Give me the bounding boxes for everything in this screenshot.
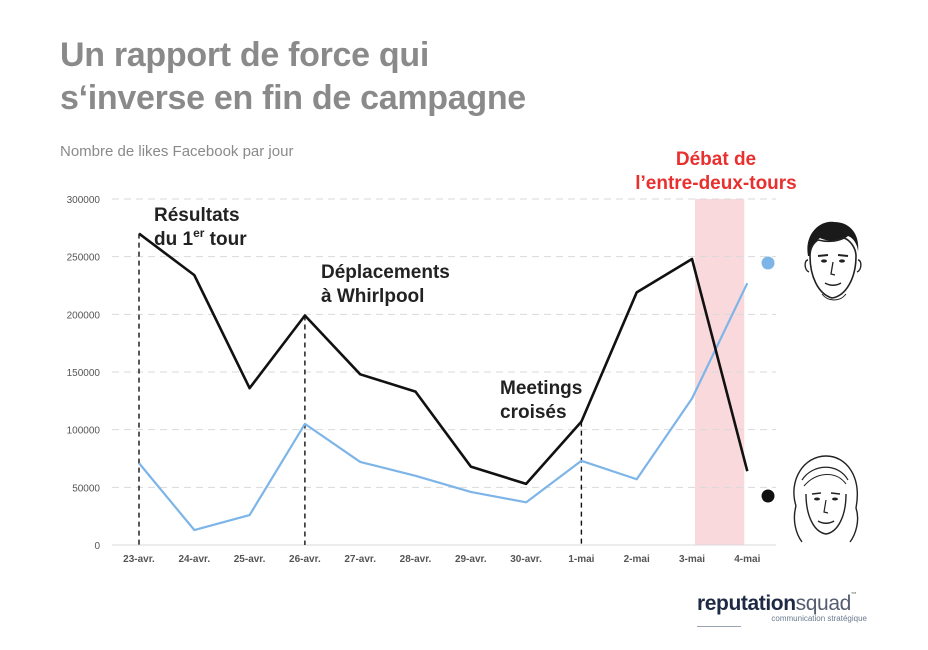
brand-bold: reputation (697, 592, 796, 615)
male-face-icon (804, 221, 862, 301)
black-series-line (138, 232, 749, 486)
annotation-first-round-sup: er (193, 226, 205, 240)
x-tick-label: 28-avr. (400, 554, 432, 565)
brand-logo: reputationsquad™ communication stratégiq… (697, 592, 877, 627)
brand-tagline: communication stratégique (771, 614, 867, 623)
annotation-whirlpool-line2: à Whirlpool (321, 286, 424, 307)
female-face-icon (793, 455, 859, 543)
annotation-debate-line2: l’entre-deux-tours (635, 173, 797, 194)
brand-rule (697, 626, 741, 627)
annotation-first-round-prefix: du 1 (154, 229, 193, 250)
y-tick-label: 50000 (72, 483, 100, 494)
x-tick-label: 30-avr. (510, 554, 542, 565)
x-tick-label: 26-avr. (289, 554, 321, 565)
black-series-legend-dot (761, 489, 775, 503)
brand-wordmark: reputationsquad™ (697, 592, 877, 616)
y-tick-label: 250000 (67, 253, 101, 264)
annotation-first-round-line1: Résultats (154, 205, 240, 226)
event-markers (138, 233, 583, 545)
annotation-meetings-line2: croisés (500, 402, 567, 423)
x-tick-label: 23-avr. (123, 554, 155, 565)
brand-light: squad (795, 592, 852, 615)
blue-series-line (138, 282, 749, 532)
series-lines (138, 232, 749, 532)
annotation-meetings-line1: Meetings (500, 378, 582, 399)
x-tick-label: 2-mai (624, 554, 650, 565)
x-tick-label: 1-mai (568, 554, 594, 565)
y-axis-ticks: 0 50000 100000 150000 200000 250000 300000 (67, 195, 101, 552)
brand-tm: ™ (850, 592, 857, 598)
x-axis-ticks: 23-avr. 24-avr. 25-avr. 26-avr. 27-avr. 28-av… (123, 554, 760, 565)
x-tick-label: 25-avr. (234, 554, 266, 565)
annotation-debate-line1: Débat de (676, 149, 756, 170)
grid-lines (112, 198, 776, 546)
x-tick-label: 29-avr. (455, 554, 487, 565)
title-line-2: s‘inverse en fin de campagne (60, 79, 526, 117)
y-tick-label: 0 (94, 541, 100, 552)
y-tick-label: 100000 (67, 426, 101, 437)
y-tick-label: 300000 (67, 195, 101, 206)
annotation-first-round-suffix: tour (204, 229, 247, 250)
x-tick-label: 24-avr. (178, 554, 210, 565)
blue-series-legend-dot (761, 256, 775, 270)
x-tick-label: 4-mai (734, 554, 760, 565)
x-tick-label: 3-mai (679, 554, 705, 565)
annotation-first-round-line2: du 1er tour (154, 226, 247, 250)
annotation-whirlpool-line1: Déplacements (321, 262, 450, 283)
title-line-1: Un rapport de force qui (60, 36, 430, 74)
y-tick-label: 150000 (67, 368, 101, 379)
y-tick-label: 200000 (67, 310, 101, 321)
x-tick-label: 27-avr. (344, 554, 376, 565)
chart-title: Un rapport de force qui s‘inverse en fin… (60, 34, 660, 120)
chart-subtitle: Nombre de likes Facebook par jour (60, 143, 294, 160)
